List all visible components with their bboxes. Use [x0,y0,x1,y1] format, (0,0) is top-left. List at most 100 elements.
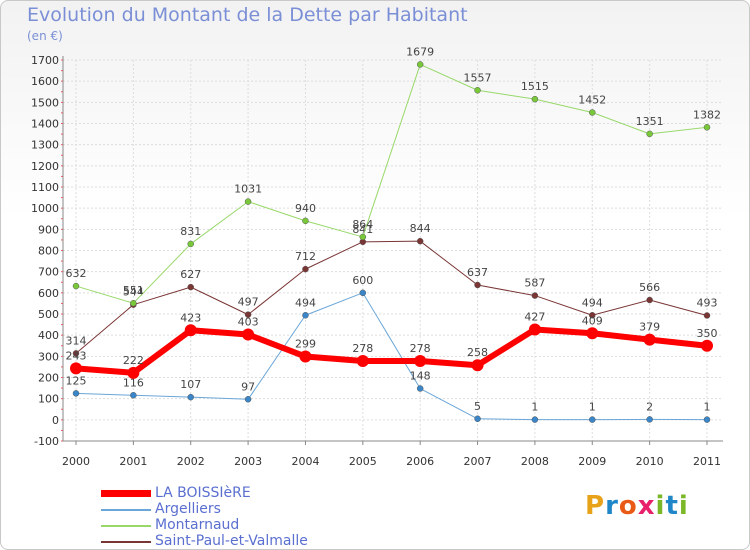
y-tick-label: 100 [38,393,59,406]
legend-label-saint-paul-et-valmalle: Saint-Paul-et-Valmalle [155,533,308,549]
logo-letter: i [655,491,666,521]
data-label-argelliers: 5 [474,400,481,413]
data-label-saint-paul-et-valmalle: 544 [123,286,144,299]
x-tick-label: 2001 [119,455,147,468]
data-label-argelliers: 1 [589,401,596,414]
series-line-saint-paul-et-valmalle [75,240,708,354]
data-point-la-boissi-re [356,354,369,367]
data-label-argelliers: 1 [531,401,538,414]
x-tick-label: 2010 [636,455,664,468]
y-tick-label: 900 [38,223,59,236]
data-point-montarnaud [359,233,367,241]
proxiti-logo: Proxiti [585,491,689,521]
x-tick-label: 2009 [578,455,606,468]
data-label-argelliers: 2 [646,400,653,413]
data-point-montarnaud [130,299,137,307]
data-point-la-boissi-re [414,354,427,367]
data-label-la-boissi-re: 423 [180,311,201,324]
data-label-saint-paul-et-valmalle: 841 [352,223,373,236]
chart-title: Evolution du Montant de la Dette par Hab… [27,4,468,26]
legend-label-la-boissi-re: LA BOISSIèRE [155,485,251,501]
y-tick-label: 1500 [31,96,59,109]
data-label-montarnaud: 632 [66,267,87,280]
data-label-la-boissi-re: 258 [467,346,488,359]
data-point-saint-paul-et-valmalle [646,296,653,304]
data-label-argelliers: 494 [295,296,316,309]
data-point-saint-paul-et-valmalle [703,312,711,319]
data-point-la-boissi-re [701,339,713,352]
data-label-montarnaud: 1382 [693,108,721,121]
legend-swatch-saint-paul-et-valmalle [101,541,151,543]
logo-letter: t [665,491,679,521]
data-label-la-boissi-re: 278 [410,342,431,355]
data-label-la-boissi-re: 299 [295,338,316,351]
data-point-argelliers [302,312,309,319]
y-tick-label: -100 [34,435,59,448]
data-point-saint-paul-et-valmalle [244,311,252,318]
data-label-saint-paul-et-valmalle: 494 [582,296,603,309]
legend-label-montarnaud: Montarnaud [155,517,240,533]
y-tick-label: 1400 [31,118,59,131]
y-tick-label: 1700 [31,54,59,67]
series-line-montarnaud [75,63,708,304]
data-point-argelliers [244,396,252,403]
data-label-montarnaud: 1679 [406,45,434,58]
logo-letter: x [637,491,656,521]
y-tick-label: 600 [38,287,59,300]
data-point-argelliers [187,393,194,401]
data-point-saint-paul-et-valmalle [531,292,539,299]
logo-letter: i [678,491,689,521]
data-label-montarnaud: 1452 [578,93,606,106]
data-point-saint-paul-et-valmalle [187,283,194,291]
y-tick-label: 800 [38,245,59,258]
data-point-argelliers [474,415,481,423]
data-point-montarnaud [589,109,596,116]
data-label-argelliers: 600 [352,274,373,287]
data-point-argelliers [646,416,653,423]
data-label-argelliers: 116 [123,376,144,389]
data-label-montarnaud: 831 [180,225,201,238]
data-label-la-boissi-re: 222 [123,354,144,367]
data-point-saint-paul-et-valmalle [589,312,596,319]
data-point-la-boissi-re [299,350,312,363]
data-point-montarnaud [646,130,653,138]
y-tick-label: 300 [38,350,59,363]
data-point-argelliers [130,392,137,399]
data-label-saint-paul-et-valmalle: 497 [238,296,259,309]
logo-letter: o [618,491,638,521]
x-tick-label: 2011 [693,455,721,468]
data-label-la-boissi-re: 350 [697,327,718,340]
data-label-saint-paul-et-valmalle: 712 [295,250,316,263]
data-point-montarnaud [531,95,539,103]
x-tick-label: 2005 [349,455,377,468]
data-point-argelliers [531,416,539,423]
data-point-la-boissi-re [242,328,255,341]
data-label-montarnaud: 940 [295,202,316,215]
x-tick-label: 2007 [464,455,492,468]
series-line-la-boissi-re [73,326,710,376]
data-point-la-boissi-re [127,366,140,379]
data-label-saint-paul-et-valmalle: 844 [410,222,431,235]
data-point-saint-paul-et-valmalle [474,281,481,289]
data-point-montarnaud [703,124,711,131]
x-tick-label: 2003 [234,455,262,468]
logo-letter: r [605,491,619,521]
y-tick-label: 1200 [31,160,59,173]
data-label-montarnaud: 1351 [636,115,664,128]
data-point-montarnaud [244,198,252,205]
y-tick-label: 1000 [31,202,59,215]
data-label-argelliers: 1 [704,401,711,414]
legend-swatch-la-boissi-re [101,490,151,497]
y-tick-label: 1100 [31,181,59,194]
data-point-argelliers [359,289,367,297]
legend-swatch-argelliers [101,509,151,511]
data-point-la-boissi-re [184,324,197,337]
data-label-saint-paul-et-valmalle: 493 [697,296,718,309]
x-tick-label: 2000 [62,455,90,468]
data-label-la-boissi-re: 243 [66,349,87,362]
data-label-argelliers: 107 [180,378,201,391]
data-point-saint-paul-et-valmalle [302,265,309,273]
data-point-montarnaud [187,240,194,248]
data-label-montarnaud: 1515 [521,80,549,93]
